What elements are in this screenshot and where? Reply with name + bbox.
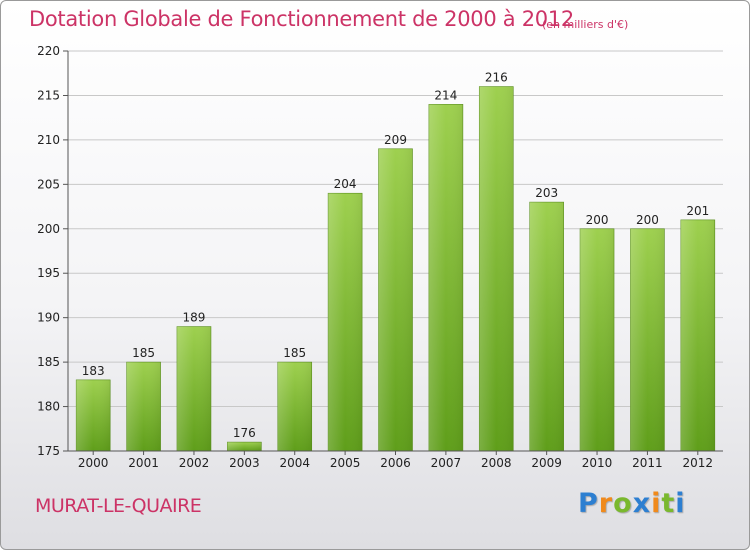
y-tick-label: 210 xyxy=(37,133,60,147)
x-tick-label-2006: 2006 xyxy=(380,456,411,470)
data-label-2008: 216 xyxy=(485,71,508,85)
unit-note: (en milliers d'€) xyxy=(542,18,629,31)
x-tick-label-2001: 2001 xyxy=(128,456,159,470)
y-tick-label: 220 xyxy=(37,44,60,58)
y-tick-label: 180 xyxy=(37,400,60,414)
y-tick-label: 185 xyxy=(37,355,60,369)
data-label-2007: 214 xyxy=(434,88,457,102)
bar-shine-2003 xyxy=(227,442,262,451)
x-tick-label-2011: 2011 xyxy=(632,456,663,470)
bar-shine-2009 xyxy=(529,202,564,451)
data-label-2004: 185 xyxy=(283,346,306,360)
x-tick-label-2004: 2004 xyxy=(279,456,310,470)
chart-title: Dotation Globale de Fonctionnement de 20… xyxy=(29,7,574,31)
data-label-2011: 200 xyxy=(636,213,659,227)
y-tick-label: 190 xyxy=(37,311,60,325)
bar-shine-2007 xyxy=(428,104,463,451)
data-label-2009: 203 xyxy=(535,186,558,200)
logo-letter: x xyxy=(632,488,652,519)
logo-letter: i xyxy=(651,488,662,519)
logo-letter: o xyxy=(613,488,633,519)
data-label-2000: 183 xyxy=(82,364,105,378)
proxiti-logo[interactable]: Proxiti xyxy=(578,488,686,519)
x-tick-label-2002: 2002 xyxy=(179,456,210,470)
x-tick-label-2012: 2012 xyxy=(683,456,714,470)
data-label-2006: 209 xyxy=(384,133,407,147)
x-tick-label-2010: 2010 xyxy=(582,456,613,470)
bar-shine-2010 xyxy=(580,228,615,451)
bar-shine-2002 xyxy=(176,326,211,451)
data-label-2001: 185 xyxy=(132,346,155,360)
logo-letter: r xyxy=(598,488,614,519)
x-tick-label-2005: 2005 xyxy=(330,456,361,470)
bar-shine-2012 xyxy=(680,219,715,451)
bar-shine-2005 xyxy=(328,193,363,451)
bar-shine-2008 xyxy=(479,86,514,452)
x-tick-label-2003: 2003 xyxy=(229,456,260,470)
y-tick-label: 195 xyxy=(37,266,60,280)
data-label-2005: 204 xyxy=(334,177,357,191)
x-tick-label-2000: 2000 xyxy=(78,456,109,470)
bar-shine-2006 xyxy=(378,148,413,451)
logo-letter: t xyxy=(661,488,676,519)
logo-letter: P xyxy=(578,488,599,519)
data-label-2002: 189 xyxy=(183,311,206,325)
y-tick-label: 200 xyxy=(37,222,60,236)
y-tick-label: 215 xyxy=(37,88,60,102)
y-tick-label: 175 xyxy=(37,444,60,458)
x-tick-label-2007: 2007 xyxy=(431,456,462,470)
bar-shine-2011 xyxy=(630,228,665,451)
axes: 175 180 185 190 195 200 205 210 215 220 2000 2001 20… xyxy=(37,44,723,470)
y-tick-label: 205 xyxy=(37,177,60,191)
bar-shine-2004 xyxy=(277,362,312,451)
x-tick-label-2009: 2009 xyxy=(531,456,562,470)
data-label-2012: 201 xyxy=(686,204,709,218)
bar-shine-2001 xyxy=(126,362,161,451)
bar-shine-2000 xyxy=(76,379,111,451)
x-tick-label-2008: 2008 xyxy=(481,456,512,470)
logo-letter: i xyxy=(675,488,686,519)
data-label-2010: 200 xyxy=(586,213,609,227)
commune-name: MURAT-LE-QUAIRE xyxy=(35,495,202,517)
bars: 183 185 189 176 185 204 209 214 216 203 200 200 201 xyxy=(75,71,716,452)
data-label-2003: 176 xyxy=(233,426,256,440)
